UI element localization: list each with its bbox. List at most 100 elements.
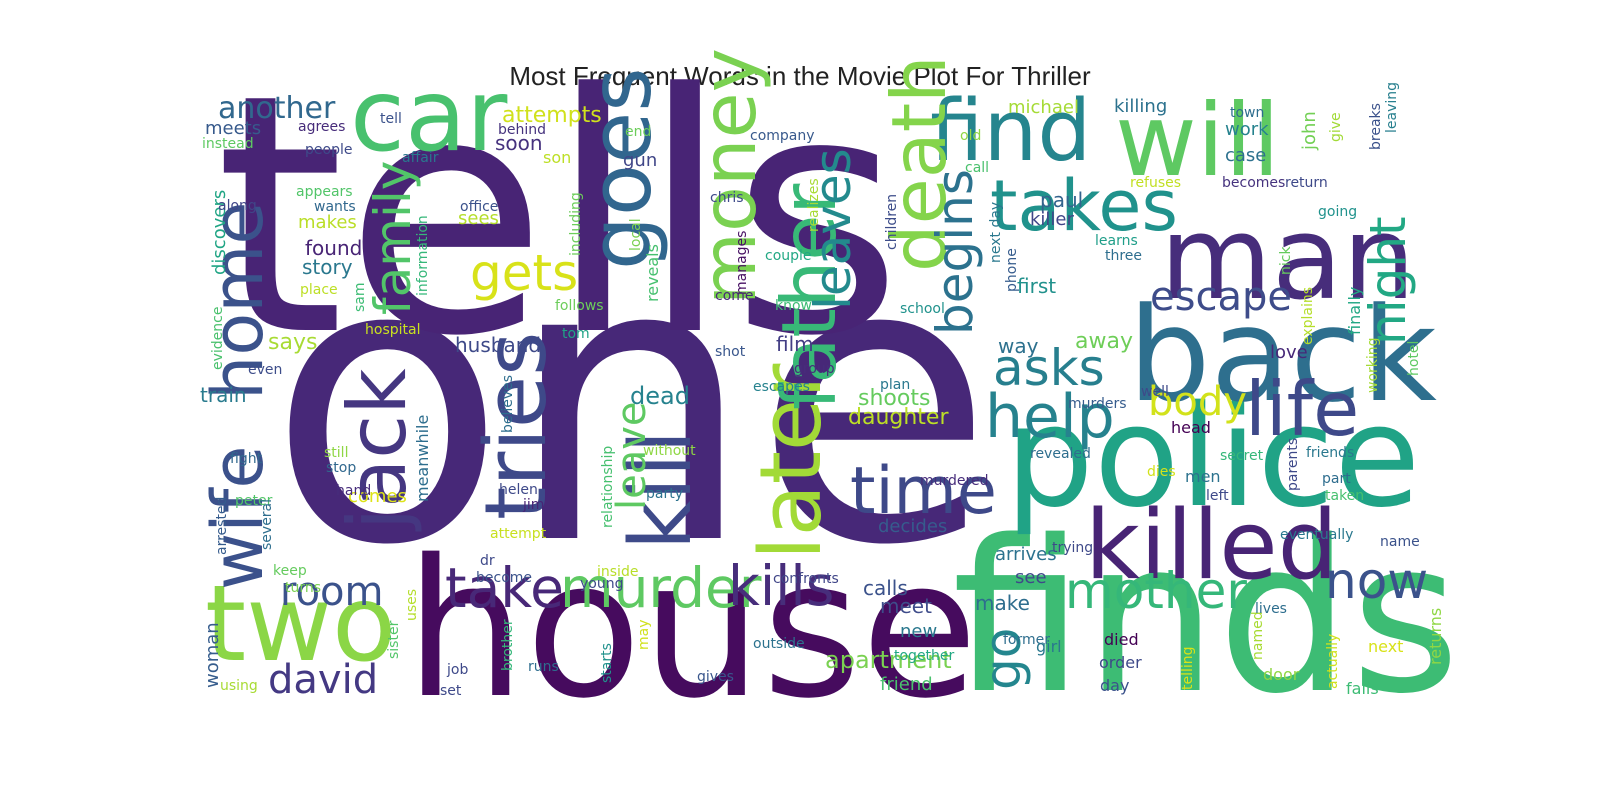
word-confronts: confronts [773, 571, 839, 587]
word-relationship: relationship [600, 446, 616, 528]
word-discovers: discovers [209, 190, 230, 275]
word-train: train [200, 383, 247, 407]
word-asks: asks [993, 339, 1105, 397]
word-manages: manages [734, 231, 750, 295]
word-arrives: arrives [995, 544, 1057, 565]
word-order: order [1099, 653, 1142, 672]
word-inside: inside [597, 564, 638, 580]
word-tom: tom [562, 326, 590, 342]
word-two: two [205, 563, 396, 685]
word-wife: wife [197, 446, 279, 590]
word-information: information [415, 215, 431, 296]
word-set: set [440, 683, 462, 699]
word-meets: meets [205, 118, 261, 139]
word-shoots: shoots [858, 386, 930, 411]
word-couple: couple [765, 248, 812, 264]
word-using: using [220, 678, 258, 694]
word-chris: chris [710, 190, 744, 206]
word-leave: leave [609, 401, 655, 510]
word-next-day: next day [988, 202, 1004, 263]
word-become: become [476, 570, 532, 586]
word-along: along [218, 198, 257, 214]
word-eventually: eventually [1280, 527, 1353, 543]
word-outside: outside [753, 636, 805, 652]
word-stop: stop [326, 460, 356, 476]
word-former: former [1003, 632, 1050, 648]
word-way: way [998, 334, 1039, 358]
word-help: help [985, 382, 1115, 452]
word-phone: phone [1004, 248, 1020, 292]
word-actually: actually [1325, 634, 1341, 689]
word-men: men [1185, 467, 1221, 486]
word-film: film [776, 332, 814, 356]
word-head: head [1171, 418, 1211, 437]
word-man: man [1160, 192, 1415, 326]
word-father: father [765, 184, 853, 410]
word-even: even [248, 362, 282, 378]
word-call: call [965, 160, 989, 176]
word-night: night [1359, 216, 1417, 345]
word-dead: dead [630, 382, 690, 410]
word-part: part [1322, 471, 1351, 487]
word-sister: sister [386, 620, 402, 659]
word-away: away [1075, 329, 1133, 354]
word-killed: killed [1085, 491, 1338, 601]
word-begins: begins [926, 169, 984, 335]
word-fight: fight [230, 451, 263, 467]
word-work: work [1225, 119, 1269, 140]
word-behind: behind [498, 122, 546, 138]
word-telling: telling [1180, 646, 1196, 690]
word-calls: calls [863, 576, 908, 600]
word-killing: killing [1114, 96, 1167, 117]
word-instead: instead [202, 136, 254, 152]
word-helen: helen [499, 482, 538, 498]
word-kill: kill [612, 430, 711, 550]
word-arrested: arrested [214, 497, 230, 555]
word-falls: falls [1346, 679, 1379, 698]
word-without: without [643, 443, 696, 459]
word-apartment: apartment [825, 646, 952, 674]
word-return: return [1285, 175, 1328, 191]
word-people: people [305, 142, 352, 158]
word-three: three [1105, 248, 1142, 264]
word-young: young [580, 576, 623, 592]
word-find: find [930, 82, 1091, 181]
word-place: place [300, 282, 338, 298]
word-escapes: escapes [753, 379, 810, 395]
word-job: job [446, 662, 468, 678]
word-comes: comes [348, 486, 407, 507]
word-takes: takes [990, 165, 1178, 247]
word-refuses: refuses [1130, 175, 1181, 191]
word-escape: escape [1150, 274, 1292, 320]
word-friend: friend [880, 674, 933, 695]
word-mother: mother [1065, 562, 1247, 620]
word-come: come [715, 288, 754, 304]
word-friends: friends [1306, 445, 1354, 461]
word-finds: finds [952, 495, 1460, 740]
word-go: go [974, 628, 1032, 690]
word-killer: killer [1030, 209, 1075, 230]
word-nick: nick [1278, 246, 1294, 275]
word-goes: goes [572, 67, 671, 270]
word-meanwhile: meanwhile [413, 415, 432, 502]
word-peter: peter [235, 493, 273, 509]
word-appears: appears [296, 184, 353, 200]
word-see: see [1015, 567, 1047, 588]
word-parents: parents [1285, 438, 1301, 491]
word-including: including [568, 192, 584, 256]
word-tries: tries [467, 332, 566, 520]
word-name: name [1380, 534, 1420, 550]
word-wants: wants [314, 199, 356, 215]
word-town: town [1230, 105, 1264, 121]
word-girl: girl [1036, 637, 1062, 656]
word-next: next [1368, 637, 1403, 656]
word-working: working [1365, 337, 1381, 393]
word-sam: sam [352, 282, 368, 312]
word-meet: meet [880, 594, 932, 618]
word-hand: hand [336, 483, 371, 499]
word-evidence: evidence [210, 307, 226, 370]
word-door: door [1263, 665, 1300, 684]
word-husband: husband [455, 333, 541, 357]
word-end: end [625, 124, 651, 140]
